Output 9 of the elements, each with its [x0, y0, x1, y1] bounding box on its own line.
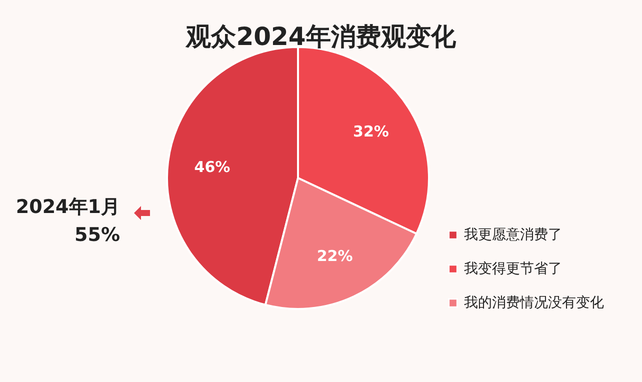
- text: 55%: [74, 224, 120, 246]
- legend-label: 我更愿意消费了: [464, 227, 562, 243]
- data-label: 22%: [316, 247, 353, 266]
- legend-label: 我的消费情况没有变化: [464, 295, 604, 311]
- legend-label: 我变得更节省了: [464, 261, 562, 277]
- data-label: 32%: [353, 122, 389, 141]
- text: 2024年1月: [16, 196, 120, 218]
- data-label: 46%: [194, 158, 230, 176]
- chart-title: 观众2024年消费观变化: [185, 22, 457, 51]
